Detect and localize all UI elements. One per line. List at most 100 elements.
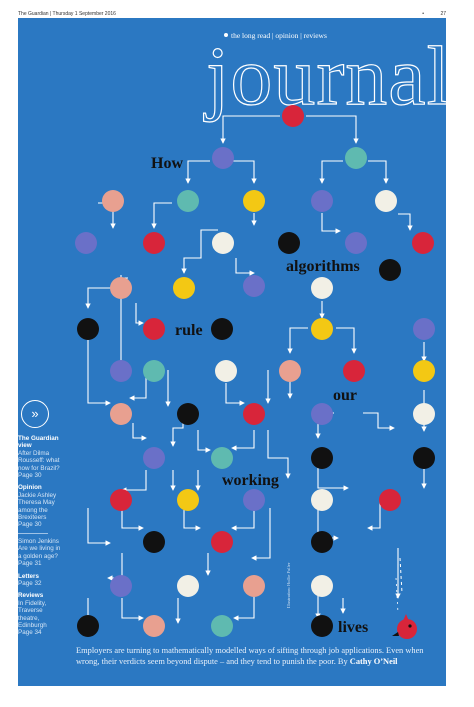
connector: [317, 463, 349, 491]
sidebar-letters: Letters Page 32: [18, 573, 62, 588]
flowchart-illustration: the long read | opinion | reviews journa…: [75, 29, 446, 639]
connector: [87, 318, 111, 406]
connector: [185, 160, 210, 184]
headline-word-rule: rule: [175, 322, 203, 339]
node-black: [311, 531, 333, 553]
connector: [107, 553, 123, 581]
headline-word-lives: lives: [338, 619, 368, 636]
flow-nodes: [75, 105, 435, 637]
connector: [235, 258, 255, 276]
node-black: [311, 447, 333, 469]
headline-word-how: How: [151, 155, 183, 172]
node-red: [143, 232, 165, 254]
sidebar-text: Page 32: [18, 579, 42, 587]
node-white: [311, 277, 333, 299]
connector: [363, 412, 395, 431]
node-purple: [311, 190, 333, 212]
node-red: [282, 105, 304, 127]
node-teal: [211, 447, 233, 469]
illustration-credit: Illustration: Hollie Fuller: [286, 562, 291, 608]
node-white: [177, 575, 199, 597]
node-purple: [413, 318, 435, 340]
sidebar-heading: The Guardian view: [18, 435, 59, 450]
connector: [85, 287, 114, 309]
node-purple: [143, 447, 165, 469]
connector: [121, 598, 144, 621]
connector: [367, 500, 381, 531]
node-purple: [311, 403, 333, 425]
node-purple: [345, 232, 367, 254]
sidebar-reviews: Reviews In Fidelity, Traverse theatre, E…: [18, 592, 62, 636]
node-pink: [279, 360, 301, 382]
sidebar-guardian-view: The Guardian view After Dilma Rousseff: …: [18, 435, 62, 479]
sidebar-opinion: Opinion Jackie Ashley Theresa May among …: [18, 484, 62, 567]
node-black: [278, 232, 300, 254]
node-purple: [110, 360, 132, 382]
connector: [267, 430, 291, 479]
node-purple: [212, 147, 234, 169]
connector: [151, 202, 172, 229]
node-black: [311, 615, 333, 637]
connector: [251, 508, 271, 561]
node-black: [77, 615, 99, 637]
sidebar-contents: » The Guardian view After Dilma Rousseff…: [18, 400, 62, 642]
node-black: [211, 318, 233, 340]
node-white: [413, 403, 435, 425]
connector: [287, 327, 308, 354]
falling-bird-icon: [392, 557, 417, 639]
node-white: [215, 360, 237, 382]
node-teal: [345, 147, 367, 169]
connector: [306, 115, 359, 144]
masthead: the long read | opinion | reviews journa…: [202, 29, 446, 123]
connector: [398, 213, 413, 231]
standfirst-text: Employers are turning to mathematically …: [76, 646, 424, 666]
node-black: [77, 318, 99, 340]
connector: [121, 470, 147, 493]
node-black: [177, 403, 199, 425]
connector: [197, 430, 211, 453]
divider: [18, 532, 48, 534]
headline-word-our: our: [333, 387, 357, 404]
sidebar-text: Simon Jenkins Are we living in a golden …: [18, 537, 61, 568]
node-red: [379, 489, 401, 511]
page-number: 27: [440, 11, 446, 17]
standfirst: Employers are turning to mathematically …: [76, 645, 436, 667]
connector: [183, 508, 201, 531]
node-red: [412, 232, 434, 254]
node-yellow: [413, 360, 435, 382]
node-black: [379, 259, 401, 281]
byline: Cathy O’Neil: [349, 657, 398, 666]
connector: [368, 160, 389, 184]
node-teal: [211, 615, 233, 637]
node-purple: [243, 489, 265, 511]
paper-dateline: The Guardian | Thursday 1 September 2016: [18, 11, 116, 17]
node-red: [243, 403, 265, 425]
connector: [132, 423, 147, 441]
bullet-icon: [224, 33, 228, 37]
node-white: [375, 190, 397, 212]
bullet-icon: •: [422, 11, 424, 17]
node-pink: [243, 575, 265, 597]
connector: [225, 383, 245, 406]
node-red: [343, 360, 365, 382]
node-purple: [243, 275, 265, 297]
connector: [231, 508, 255, 531]
node-teal: [143, 360, 165, 382]
connector: [321, 213, 341, 234]
headline: How algorithms rule our working lives: [151, 155, 368, 636]
node-purple: [110, 575, 132, 597]
sidebar-heading: Opinion: [18, 484, 42, 492]
sidebar-text: Jackie Ashley Theresa May among the Brex…: [18, 491, 57, 529]
node-teal: [177, 190, 199, 212]
sidebar-heading: Reviews: [18, 592, 44, 600]
node-yellow: [177, 489, 199, 511]
headline-word-algorithms: algorithms: [286, 258, 360, 275]
sidebar-text: In Fidelity, Traverse theatre, Edinburgh…: [18, 599, 47, 637]
masthead-title: journal: [203, 30, 446, 123]
sidebar-heading: Letters: [18, 572, 39, 580]
connector: [233, 593, 255, 621]
connector: [181, 229, 218, 274]
chevron-right-icon: »: [21, 400, 49, 428]
node-pink: [110, 403, 132, 425]
